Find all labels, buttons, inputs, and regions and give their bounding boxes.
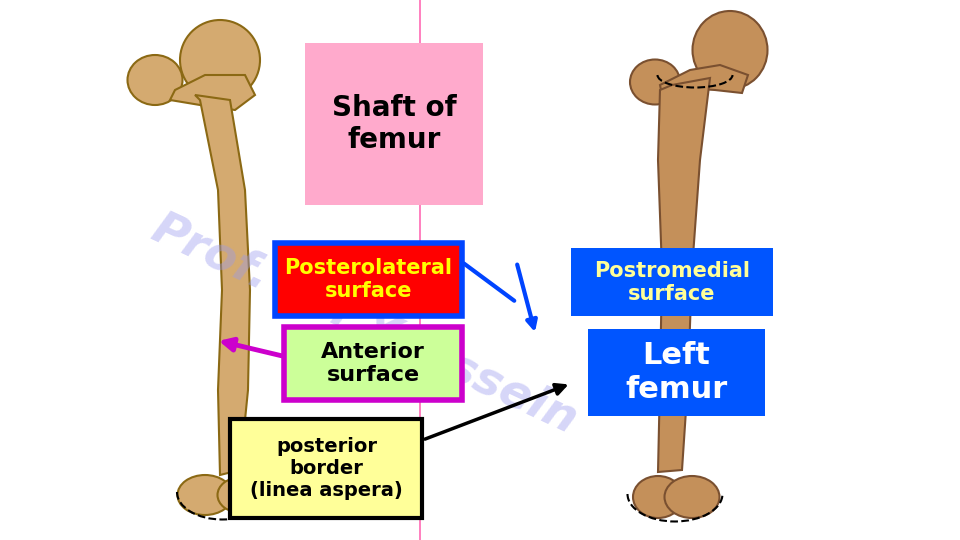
FancyBboxPatch shape <box>275 243 462 316</box>
Ellipse shape <box>218 477 262 512</box>
FancyBboxPatch shape <box>284 327 462 400</box>
Ellipse shape <box>178 475 232 515</box>
FancyBboxPatch shape <box>571 248 773 316</box>
Text: Left
femur: Left femur <box>625 341 728 404</box>
Polygon shape <box>660 65 748 95</box>
Text: Anterior
surface: Anterior surface <box>321 341 425 384</box>
FancyBboxPatch shape <box>588 329 765 416</box>
Polygon shape <box>195 95 250 475</box>
Polygon shape <box>658 78 710 472</box>
Text: Prof. Dr. Youssein: Prof. Dr. Youssein <box>145 206 585 442</box>
FancyBboxPatch shape <box>230 418 422 518</box>
Ellipse shape <box>630 59 680 105</box>
Text: Shaft of
femur: Shaft of femur <box>332 94 456 154</box>
Ellipse shape <box>180 20 260 100</box>
Ellipse shape <box>633 476 683 518</box>
FancyBboxPatch shape <box>305 43 483 205</box>
Text: Postromedial
surface: Postromedial surface <box>594 260 750 303</box>
Ellipse shape <box>664 476 719 518</box>
Polygon shape <box>170 75 255 110</box>
Ellipse shape <box>128 55 182 105</box>
Text: Posterolateral
surface: Posterolateral surface <box>284 258 452 301</box>
Ellipse shape <box>692 11 767 89</box>
Text: posterior
border
(linea aspera): posterior border (linea aspera) <box>250 437 403 500</box>
